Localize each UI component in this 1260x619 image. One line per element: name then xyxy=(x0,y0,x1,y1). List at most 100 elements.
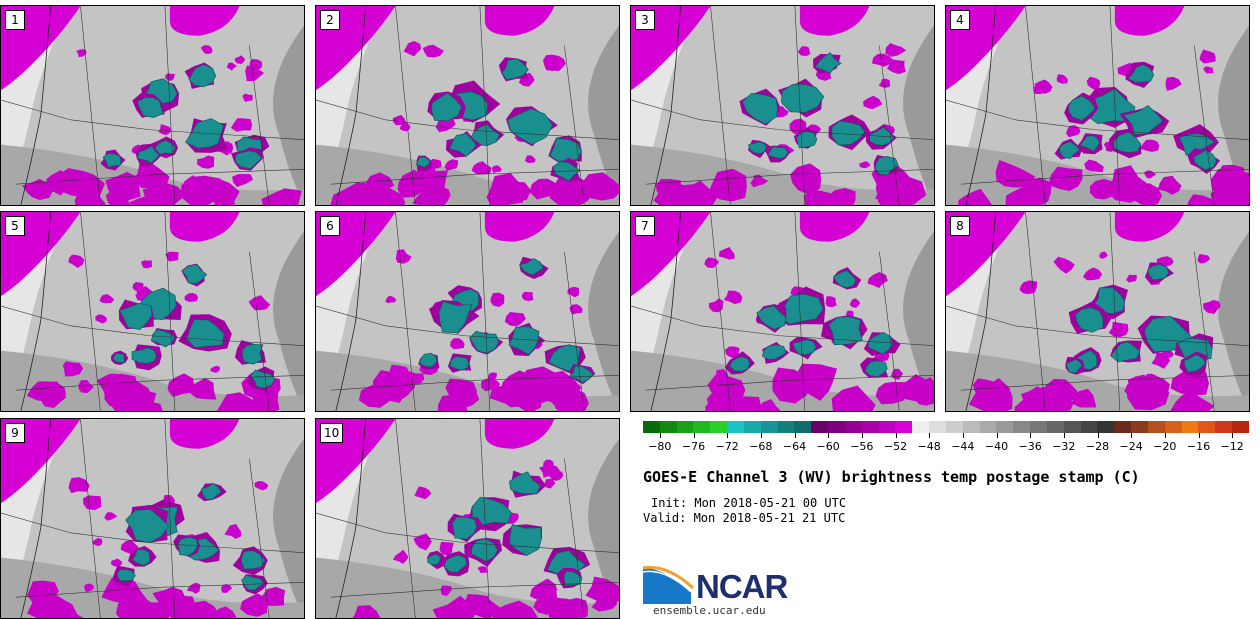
colorbar-segment xyxy=(1114,421,1132,433)
colorbar-tick xyxy=(828,433,830,438)
panel-label: 9 xyxy=(5,423,25,443)
colorbar-tick-label: −48 xyxy=(917,440,941,453)
colorbar-segment xyxy=(1231,421,1249,433)
colorbar-segment xyxy=(693,421,711,433)
colorbar-segment xyxy=(659,421,677,433)
colorbar xyxy=(643,421,1249,433)
map-panel-4: 4 xyxy=(945,5,1250,206)
colorbar-tick-label: −64 xyxy=(782,440,807,453)
colorbar-segment xyxy=(1013,421,1031,433)
panel-label: 4 xyxy=(950,10,970,30)
colorbar-segment xyxy=(1164,421,1182,433)
colorbar-tick xyxy=(1232,433,1234,438)
satellite-map xyxy=(1,419,304,618)
ncar-logo-icon xyxy=(643,565,695,604)
colorbar-tick xyxy=(1030,433,1032,438)
map-panel-1: 1 xyxy=(0,5,305,206)
colorbar-tick-label: −72 xyxy=(715,440,739,453)
colorbar-tick xyxy=(1198,433,1200,438)
satellite-map xyxy=(316,419,619,618)
colorbar-segment xyxy=(945,421,963,433)
colorbar-tick-label: −28 xyxy=(1085,440,1110,453)
colorbar-segment xyxy=(878,421,896,433)
colorbar-ticks: −80 −76 −72 −68 −64 −60 −56 −52 −48 −44 −40 −36 −32−… xyxy=(643,433,1249,453)
colorbar-segment xyxy=(1181,421,1199,433)
panel-label: 2 xyxy=(320,10,340,30)
colorbar-segment xyxy=(811,421,829,433)
map-panel-8: 8 xyxy=(945,211,1250,412)
colorbar-segment xyxy=(844,421,862,433)
colorbar-segment xyxy=(1097,421,1115,433)
colorbar-tick-label: −20 xyxy=(1153,440,1177,453)
colorbar-tick-label: −60 xyxy=(816,440,840,453)
colorbar-tick-label: −80 xyxy=(648,440,672,453)
colorbar-tick xyxy=(962,433,964,438)
colorbar-tick-label: −76 xyxy=(681,440,706,453)
map-panel-10: 10 xyxy=(315,418,620,619)
colorbar-tick xyxy=(760,433,762,438)
colorbar-tick-label: −68 xyxy=(749,440,773,453)
colorbar-segment xyxy=(727,421,744,433)
colorbar-segment xyxy=(912,421,930,433)
colorbar-segment xyxy=(1131,421,1148,433)
colorbar-tick xyxy=(659,433,661,438)
colorbar-tick-label: −12 xyxy=(1220,440,1244,453)
colorbar-segment xyxy=(777,421,795,433)
colorbar-segment xyxy=(1215,421,1232,433)
figure-title: GOES-E Channel 3 (WV) brightness temp po… xyxy=(643,468,1140,486)
colorbar-tick-label: −32 xyxy=(1052,440,1076,453)
map-panel-2: 2 xyxy=(315,5,620,206)
panel-label: 10 xyxy=(320,423,344,443)
website-url: ensemble.ucar.edu xyxy=(653,604,766,617)
colorbar-tick xyxy=(996,433,998,438)
colorbar-segment xyxy=(794,421,812,433)
satellite-map xyxy=(1,6,304,205)
colorbar-segment xyxy=(643,421,660,433)
map-panel-9: 9 xyxy=(0,418,305,619)
panel-label: 7 xyxy=(635,216,655,236)
colorbar-segment xyxy=(1063,421,1081,433)
colorbar-segment xyxy=(760,421,778,433)
colorbar-tick-label: −16 xyxy=(1186,440,1211,453)
colorbar-tick-label: −40 xyxy=(984,440,1009,453)
ncar-logo-text: NCAR xyxy=(696,568,788,605)
colorbar-segment xyxy=(1046,421,1064,433)
colorbar-segment xyxy=(895,421,913,433)
map-panel-7: 7 xyxy=(630,211,935,412)
colorbar-segment xyxy=(743,421,761,433)
panel-label: 1 xyxy=(5,10,25,30)
map-panel-3: 3 xyxy=(630,5,935,206)
colorbar-segment xyxy=(676,421,694,433)
colorbar-segment xyxy=(962,421,980,433)
panel-label: 6 xyxy=(320,216,340,236)
colorbar-segment xyxy=(996,421,1014,433)
colorbar-tick xyxy=(929,433,931,438)
satellite-map xyxy=(316,212,619,411)
panel-label: 5 xyxy=(5,216,25,236)
colorbar-tick xyxy=(727,433,729,438)
colorbar-segment xyxy=(1198,421,1216,433)
panel-label: 8 xyxy=(950,216,970,236)
map-panel-5: 5 xyxy=(0,211,305,412)
colorbar-segment xyxy=(828,421,845,433)
colorbar-segment xyxy=(979,421,997,433)
satellite-map xyxy=(316,6,619,205)
colorbar-segment xyxy=(1080,421,1098,433)
colorbar-tick-label: −36 xyxy=(1018,440,1042,453)
colorbar-tick xyxy=(1131,433,1133,438)
colorbar-segment xyxy=(929,421,946,433)
colorbar-segment xyxy=(710,421,728,433)
map-panel-6: 6 xyxy=(315,211,620,412)
satellite-map xyxy=(631,212,934,411)
satellite-map xyxy=(1,212,304,411)
valid-time: Valid: Mon 2018-05-21 21 UTC xyxy=(643,511,846,525)
colorbar-tick xyxy=(1097,433,1099,438)
colorbar-tick xyxy=(1063,433,1065,438)
panel-label: 3 xyxy=(635,10,655,30)
colorbar-segment xyxy=(1030,421,1047,433)
init-time: Init: Mon 2018-05-21 00 UTC xyxy=(651,496,847,510)
colorbar-tick xyxy=(861,433,863,438)
satellite-map xyxy=(946,212,1249,411)
colorbar-tick xyxy=(895,433,897,438)
colorbar-tick xyxy=(1164,433,1166,438)
